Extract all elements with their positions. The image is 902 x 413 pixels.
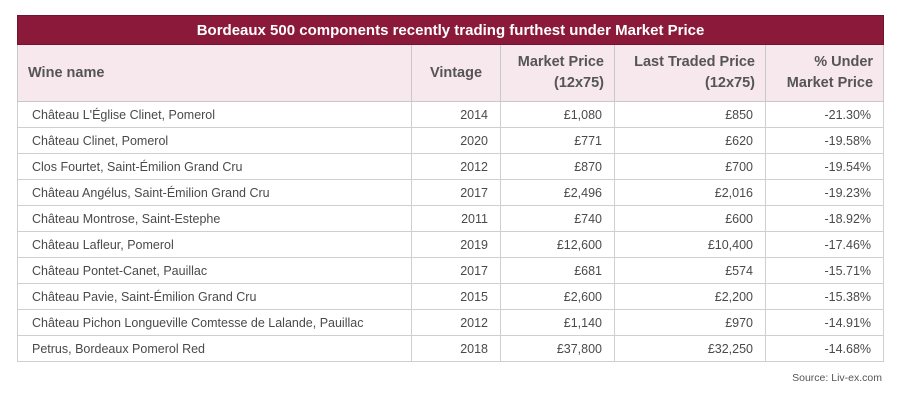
- cell-last-traded-price: £574: [614, 257, 766, 284]
- header-percent-under-line2: Market Price: [786, 75, 874, 91]
- cell-percent-under: -19.58%: [764, 127, 885, 154]
- cell-vintage: 2014: [411, 101, 501, 128]
- cell-vintage: 2018: [411, 335, 501, 362]
- cell-vintage: 2017: [411, 257, 501, 284]
- header-last-traded-line1: Last Traded Price: [634, 54, 755, 70]
- cell-vintage: 2012: [411, 153, 501, 180]
- price-table: Bordeaux 500 components recently trading…: [16, 15, 885, 362]
- cell-wine-name: Château Pavie, Saint-Émilion Grand Cru: [17, 283, 412, 310]
- cell-wine-name: Clos Fourtet, Saint-Émilion Grand Cru: [17, 153, 412, 180]
- cell-wine-name: Château Angélus, Saint-Émilion Grand Cru: [17, 179, 412, 206]
- header-last-traded-price: Last Traded Price (12x75): [614, 44, 766, 102]
- cell-wine-name: Château Pontet-Canet, Pauillac: [17, 257, 412, 284]
- cell-market-price: £12,600: [500, 231, 615, 258]
- cell-market-price: £2,496: [500, 179, 615, 206]
- table-title: Bordeaux 500 components recently trading…: [16, 15, 885, 45]
- cell-percent-under: -14.68%: [764, 335, 885, 362]
- header-wine-name: Wine name: [17, 44, 412, 102]
- cell-last-traded-price: £10,400: [614, 231, 766, 258]
- source-note: Source: Liv-ex.com: [792, 372, 882, 384]
- cell-percent-under: -15.71%: [764, 257, 885, 284]
- cell-percent-under: -19.54%: [764, 153, 885, 180]
- cell-last-traded-price: £620: [614, 127, 766, 154]
- table-row: Château L'Église Clinet, Pomerol 2014 £1…: [17, 101, 885, 128]
- table-row: Château Clinet, Pomerol 2020 £771 £620 -…: [17, 127, 885, 154]
- header-vintage: Vintage: [411, 44, 501, 102]
- cell-wine-name: Château Clinet, Pomerol: [17, 127, 412, 154]
- cell-market-price: £2,600: [500, 283, 615, 310]
- table-row: Château Pontet-Canet, Pauillac 2017 £681…: [17, 257, 885, 284]
- price-table-container: Bordeaux 500 components recently trading…: [16, 15, 885, 362]
- table-row: Clos Fourtet, Saint-Émilion Grand Cru 20…: [17, 153, 885, 180]
- cell-last-traded-price: £600: [614, 205, 766, 232]
- header-last-traded-line2: (12x75): [705, 75, 755, 91]
- cell-percent-under: -18.92%: [764, 205, 885, 232]
- cell-vintage: 2012: [411, 309, 501, 336]
- cell-last-traded-price: £32,250: [614, 335, 766, 362]
- cell-last-traded-price: £970: [614, 309, 766, 336]
- table-row: Château Lafleur, Pomerol 2019 £12,600 £1…: [17, 231, 885, 258]
- header-percent-under-line1: % Under: [814, 54, 874, 70]
- cell-last-traded-price: £850: [614, 101, 766, 128]
- cell-last-traded-price: £2,200: [614, 283, 766, 310]
- cell-percent-under: -14.91%: [764, 309, 885, 336]
- cell-wine-name: Château L'Église Clinet, Pomerol: [17, 101, 412, 128]
- header-market-price-line1: Market Price: [517, 54, 604, 70]
- header-vintage-label: Vintage: [429, 64, 483, 81]
- cell-market-price: £870: [500, 153, 615, 180]
- cell-wine-name: Petrus, Bordeaux Pomerol Red: [17, 335, 412, 362]
- cell-market-price: £37,800: [500, 335, 615, 362]
- table-row: Château Pavie, Saint-Émilion Grand Cru 2…: [17, 283, 885, 310]
- cell-percent-under: -21.30%: [764, 101, 885, 128]
- table-row: Petrus, Bordeaux Pomerol Red 2018 £37,80…: [17, 335, 885, 362]
- table-row: Château Montrose, Saint-Estephe 2011 £74…: [17, 205, 885, 232]
- cell-wine-name: Château Lafleur, Pomerol: [17, 231, 412, 258]
- cell-market-price: £771: [500, 127, 615, 154]
- cell-wine-name: Château Pichon Longueville Comtesse de L…: [17, 309, 412, 336]
- cell-vintage: 2011: [411, 205, 501, 232]
- header-wine-name-label: Wine name: [28, 64, 105, 81]
- cell-percent-under: -15.38%: [764, 283, 885, 310]
- cell-vintage: 2015: [411, 283, 501, 310]
- header-row: Wine name Vintage Market Price (12x75) L…: [17, 44, 885, 102]
- table-row: Château Pichon Longueville Comtesse de L…: [17, 309, 885, 336]
- cell-market-price: £681: [500, 257, 615, 284]
- cell-market-price: £1,140: [500, 309, 615, 336]
- cell-last-traded-price: £2,016: [614, 179, 766, 206]
- cell-market-price: £740: [500, 205, 615, 232]
- cell-last-traded-price: £700: [614, 153, 766, 180]
- cell-percent-under: -19.23%: [764, 179, 885, 206]
- table-row: Château Angélus, Saint-Émilion Grand Cru…: [17, 179, 885, 206]
- header-market-price-line2: (12x75): [554, 75, 604, 91]
- cell-market-price: £1,080: [500, 101, 615, 128]
- header-percent-under: % Under Market Price: [764, 44, 885, 102]
- cell-vintage: 2017: [411, 179, 501, 206]
- cell-vintage: 2019: [411, 231, 501, 258]
- header-market-price: Market Price (12x75): [500, 44, 615, 102]
- cell-percent-under: -17.46%: [764, 231, 885, 258]
- cell-wine-name: Château Montrose, Saint-Estephe: [17, 205, 412, 232]
- cell-vintage: 2020: [411, 127, 501, 154]
